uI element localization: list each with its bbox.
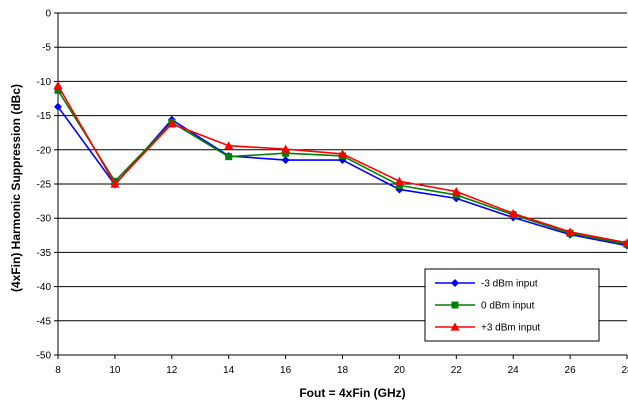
x-tick-label: 12 <box>166 365 178 376</box>
legend-label: +3 dBm input <box>481 323 540 334</box>
x-tick-label: 24 <box>508 365 520 376</box>
x-tick-label: 20 <box>394 365 406 376</box>
series-layer <box>54 81 628 250</box>
y-tick-label: -35 <box>37 248 52 259</box>
x-tick-label: 28 <box>621 365 628 376</box>
x-tick-label: 22 <box>451 365 463 376</box>
data-point <box>225 153 232 160</box>
series-line <box>58 90 627 244</box>
y-tick-label: -50 <box>37 351 52 362</box>
series-0 <box>54 103 628 250</box>
y-axis-title: (4xFin) Harmonic Suppression (dBc) <box>9 84 23 292</box>
legend-label: 0 dBm input <box>481 301 535 312</box>
legend: -3 dBm input 0 dBm input +3 dBm input <box>425 269 599 341</box>
x-tick-label: 14 <box>223 365 235 376</box>
series-2 <box>54 81 628 246</box>
y-tick-label: -15 <box>37 111 52 122</box>
data-point <box>452 302 459 309</box>
data-point <box>282 156 290 164</box>
y-tick-label: -45 <box>37 316 52 327</box>
x-tick-label: 10 <box>109 365 121 376</box>
x-axis-title: Fout = 4xFin (GHz) <box>299 386 405 400</box>
x-tick-label: 16 <box>280 365 292 376</box>
data-point <box>395 177 404 185</box>
series-line <box>58 86 627 243</box>
y-tick-label: -30 <box>37 214 52 225</box>
data-point <box>54 81 63 89</box>
legend-label: -3 dBm input <box>481 279 538 290</box>
x-tick-label: 26 <box>565 365 577 376</box>
y-tick-label: -40 <box>37 282 52 293</box>
x-tick-label: 18 <box>337 365 349 376</box>
y-tick-label: -5 <box>42 43 51 54</box>
y-tick-label: -25 <box>37 180 52 191</box>
y-tick-label: 0 <box>45 9 51 20</box>
x-tick-label: 8 <box>55 365 61 376</box>
y-tick-label: -20 <box>37 145 52 156</box>
y-tick-label: -10 <box>37 77 52 88</box>
